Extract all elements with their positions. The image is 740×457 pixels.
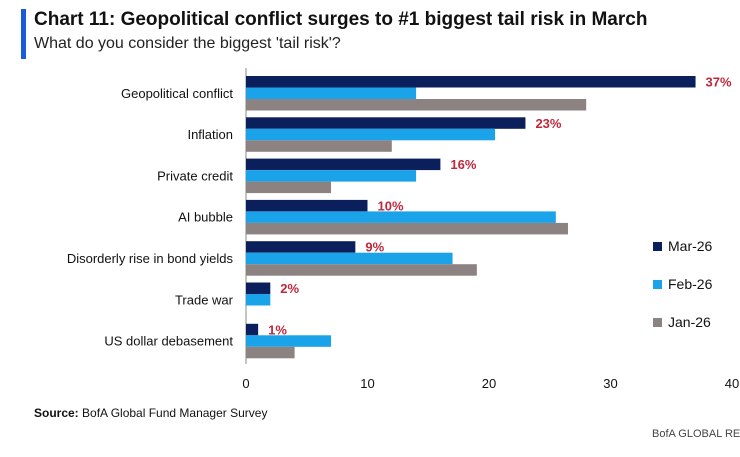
- bar-jan-26: [246, 99, 587, 111]
- category-label: US dollar debasement: [104, 334, 233, 349]
- bar-feb-26: [246, 252, 453, 265]
- legend-label: Jan-26: [668, 314, 711, 330]
- x-tick-label: 0: [242, 376, 249, 391]
- source-label: Source:: [34, 406, 79, 420]
- bar-mar-26: [246, 158, 441, 171]
- bar-jan-26: [246, 222, 568, 235]
- category-label: Trade war: [175, 292, 234, 307]
- bar-jan-26: [246, 346, 295, 359]
- source-note: Source: BofA Global Fund Manager Survey: [34, 406, 267, 420]
- category-label: AI bubble: [178, 210, 233, 225]
- bar-jan-26: [246, 264, 477, 276]
- bar-feb-26: [246, 128, 496, 141]
- legend-swatch-mar-26: [653, 242, 662, 251]
- x-tick-label: 10: [360, 376, 374, 391]
- data-label: 16%: [450, 157, 476, 172]
- chart-title: Chart 11: Geopolitical conflict surges t…: [34, 9, 648, 30]
- bar-feb-26: [246, 170, 417, 182]
- chart-subtitle: What do you consider the biggest 'tail r…: [34, 35, 341, 52]
- x-tick-label: 40: [725, 376, 739, 391]
- bar-jan-26: [246, 181, 332, 194]
- data-label: 37%: [706, 75, 732, 90]
- bar-feb-26: [246, 87, 417, 99]
- data-label: 10%: [378, 198, 404, 213]
- category-label: Private credit: [157, 168, 233, 183]
- data-label: 23%: [535, 116, 561, 131]
- legend-swatch-feb-26: [653, 280, 662, 289]
- bar-mar-26: [246, 117, 526, 129]
- data-label: 9%: [365, 240, 384, 255]
- bar-chart: Geopolitical conflict Inflation Private cr…: [67, 68, 739, 391]
- bar-mar-26: [246, 76, 696, 88]
- legend-label: Feb-26: [668, 276, 713, 292]
- bar-jan-26: [246, 140, 392, 152]
- bar-mar-26: [246, 323, 259, 336]
- bar-feb-26: [246, 211, 556, 223]
- bar-mar-26: [246, 199, 368, 212]
- data-label: 1%: [268, 322, 287, 337]
- bar-feb-26: [246, 335, 332, 347]
- bar-feb-26: [246, 294, 271, 306]
- x-tick-label: 30: [603, 376, 617, 391]
- brand-footer: BofA GLOBAL RES: [652, 428, 740, 440]
- legend-swatch-jan-26: [653, 318, 662, 327]
- category-label: Inflation: [187, 127, 233, 142]
- bar-mar-26: [246, 282, 271, 294]
- category-label: Disorderly rise in bond yields: [67, 251, 234, 266]
- bar-mar-26: [246, 241, 356, 253]
- legend-label: Mar-26: [668, 238, 713, 254]
- title-accent-bar: [21, 9, 26, 59]
- data-label: 2%: [280, 281, 299, 296]
- category-label: Geopolitical conflict: [121, 86, 233, 101]
- source-text: BofA Global Fund Manager Survey: [78, 406, 268, 420]
- x-tick-label: 20: [482, 376, 496, 391]
